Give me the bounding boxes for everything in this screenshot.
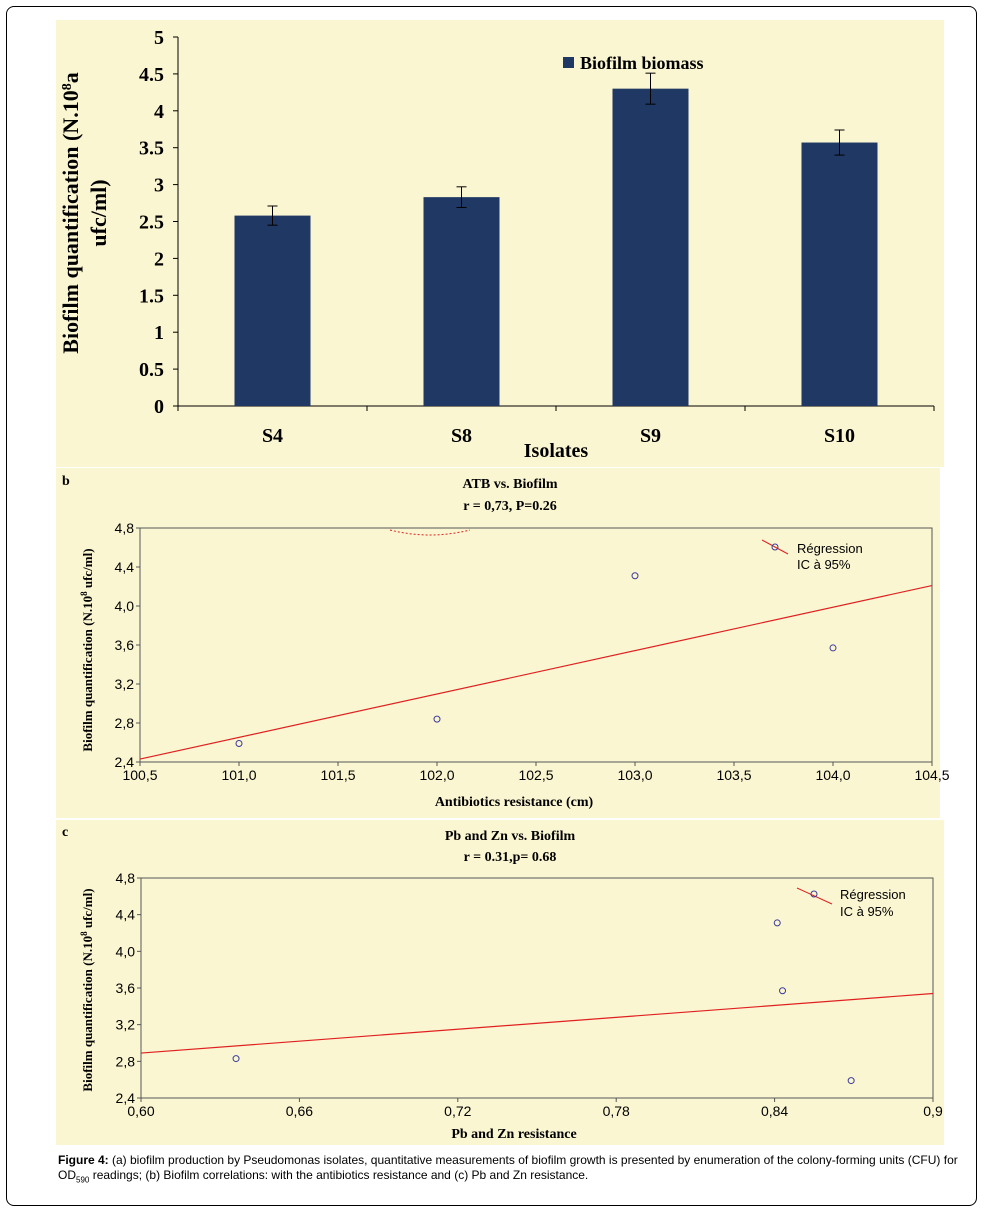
panel-a-ylabel: Biofilm quantification (N.108a ufc/ml) [58, 72, 111, 353]
panel-b-ytick-label: 3,6 [115, 637, 135, 653]
panel-c-title: Pb and Zn vs. Biofilm [445, 829, 576, 844]
panel-c-legend-marker [810, 890, 818, 898]
panel-c-ytick-label: 3,2 [116, 1017, 136, 1033]
panel-c-subtitle: r = 0.31,p= 0.68 [464, 850, 557, 865]
panel-b-ytick-label: 4,4 [115, 559, 135, 575]
panel-b-xtick-label: 104,0 [815, 767, 850, 783]
svg-text:ufc/ml): ufc/ml) [86, 179, 111, 246]
panel-a-ytick-label: 1 [154, 322, 164, 344]
panel-a-bar-chart: 0 0.5 1 1.5 2 2.5 3 3.5 4 4.5 5 S4 S8 S9 S10 Isolates… [56, 20, 944, 467]
panel-a-category-label: S8 [451, 425, 472, 447]
panel-c-data-point [232, 1055, 240, 1063]
panel-c-regression-line [140, 992, 934, 1054]
panel-c-xtick-label: 0,60 [127, 1103, 154, 1119]
svg-text:Biofilm quantification (N.108: Biofilm quantification (N.108 ufc/ml) [79, 888, 95, 1091]
panel-b-data-point [433, 715, 441, 723]
panel-c-xtick-label: 0,9 [923, 1103, 943, 1119]
panel-c-data-point [773, 919, 781, 927]
panel-c-xlabel: Pb and Zn resistance [451, 1127, 576, 1142]
figure-caption: Figure 4: (a) biofilm production by Pseu… [58, 1153, 958, 1187]
panel-b-xtick-label: 104,5 [914, 767, 949, 783]
panel-a-ytick-label: 3 [154, 175, 164, 197]
panel-a-legend-label: Biofilm biomass [580, 53, 704, 73]
panel-a-ytick-label: 0.5 [139, 359, 164, 381]
caption-text-2: readings; (b) Biofilm correlations: with… [89, 1168, 589, 1182]
panel-c-legend-line [796, 887, 833, 905]
panel-a-ytick-label: 5 [154, 27, 164, 49]
panel-c-legend-ci: IC à 95% [840, 904, 894, 919]
panel-b-confidence-arc [389, 529, 471, 536]
panel-a-xlabel: Isolates [524, 440, 589, 462]
panel-a-ytick-label: 2.5 [139, 212, 164, 234]
panel-c-ylabel: Biofilm quantification (N.108 ufc/ml) [79, 888, 95, 1091]
panel-a-ytick-label: 4.5 [139, 64, 164, 86]
panel-a-background [56, 20, 944, 467]
panel-b-xlabel: Antibiotics resistance (cm) [435, 795, 594, 810]
panel-b-legend-marker [771, 543, 779, 551]
panel-b-legend-ci: IC à 95% [797, 557, 851, 572]
panel-b-xtick-label: 102,5 [518, 767, 553, 783]
panel-b-xtick-label: 103,0 [617, 767, 652, 783]
panel-b-xtick-label: 102,0 [419, 767, 454, 783]
panel-a-bar-s9 [612, 88, 689, 406]
panel-c-scatter-chart: c Pb and Zn vs. Biofilm r = 0.31,p= 0.68… [56, 820, 944, 1145]
panel-c-legend-regression: Régression [840, 887, 906, 902]
panel-b-scatter-chart: b ATB vs. Biofilm r = 0,73, P=0.26 100,5… [56, 468, 950, 818]
panel-a-category-label: S10 [824, 425, 855, 447]
svg-text:Biofilm quantification (N.108: Biofilm quantification (N.108 ufc/ml) [79, 548, 95, 751]
panel-c-ytick-label: 2,8 [116, 1053, 136, 1069]
panel-c-ytick-label: 4,8 [116, 870, 136, 886]
panel-a-legend-swatch [563, 57, 574, 68]
caption-subscript: 590 [76, 1175, 90, 1185]
panel-b-xtick-label: 100,5 [122, 767, 157, 783]
panel-b-xtick-label: 101,5 [320, 767, 355, 783]
panel-b-background [56, 468, 940, 818]
panel-b-regression-line [139, 584, 933, 760]
panel-c-xtick-label: 0,78 [603, 1103, 630, 1119]
panel-b-title: ATB vs. Biofilm [462, 477, 557, 492]
panel-a-ytick-label: 0 [154, 396, 164, 418]
panel-c-xtick-label: 0,72 [444, 1103, 471, 1119]
panel-a-bar-s10 [801, 142, 878, 406]
panel-b-ytick-label: 4,8 [115, 520, 135, 536]
panel-a-category-label: S9 [640, 425, 661, 447]
panel-b-ytick-label: 3,2 [115, 676, 135, 692]
panel-b-ytick-label: 4,0 [115, 598, 135, 614]
panel-b-letter: b [62, 474, 70, 489]
caption-label: Figure 4: [58, 1153, 109, 1167]
panel-c-xtick-label: 0,84 [761, 1103, 788, 1119]
panel-c-background [56, 820, 944, 1145]
panel-b-ytick-label: 2,8 [115, 715, 135, 731]
panel-b-data-point [235, 739, 243, 747]
panel-b-ytick-label: 2,4 [115, 754, 135, 770]
panel-b-legend-regression: Régression [797, 541, 863, 556]
panel-b-xtick-label: 103,5 [716, 767, 751, 783]
panel-c-xtick-label: 0,66 [286, 1103, 313, 1119]
panel-b-data-point [829, 644, 837, 652]
caption-text-1: (a) biofilm production by Pseudomonas is… [58, 1153, 958, 1182]
panel-a-ytick-label: 2 [154, 248, 164, 270]
panel-c-data-point [779, 987, 787, 995]
panel-b-subtitle: r = 0,73, P=0.26 [463, 499, 556, 514]
panel-a-ytick-label: 4 [154, 101, 164, 123]
panel-c-data-point [847, 1077, 855, 1085]
panel-b-ylabel: Biofilm quantification (N.108 ufc/ml) [79, 548, 95, 751]
panel-c-ytick-label: 3,6 [116, 980, 136, 996]
panel-a-bar-s4 [234, 215, 311, 406]
svg-text:Biofilm quantification (N.108: Biofilm quantification (N.108a [58, 72, 83, 353]
panel-b-legend-line [761, 539, 789, 555]
panel-c-ytick-label: 4,4 [116, 907, 136, 923]
panel-a-ytick-label: 3.5 [139, 138, 164, 160]
panel-a-ytick-label: 1.5 [139, 285, 164, 307]
panel-c-ytick-label: 2,4 [116, 1090, 136, 1106]
panel-b-xtick-label: 101,0 [221, 767, 256, 783]
panel-a-bar-s8 [423, 197, 500, 406]
panel-a-category-label: S4 [262, 425, 283, 447]
panel-b-data-point [631, 572, 639, 580]
panel-c-letter: c [62, 825, 68, 840]
panel-c-ytick-label: 4,0 [116, 943, 136, 959]
